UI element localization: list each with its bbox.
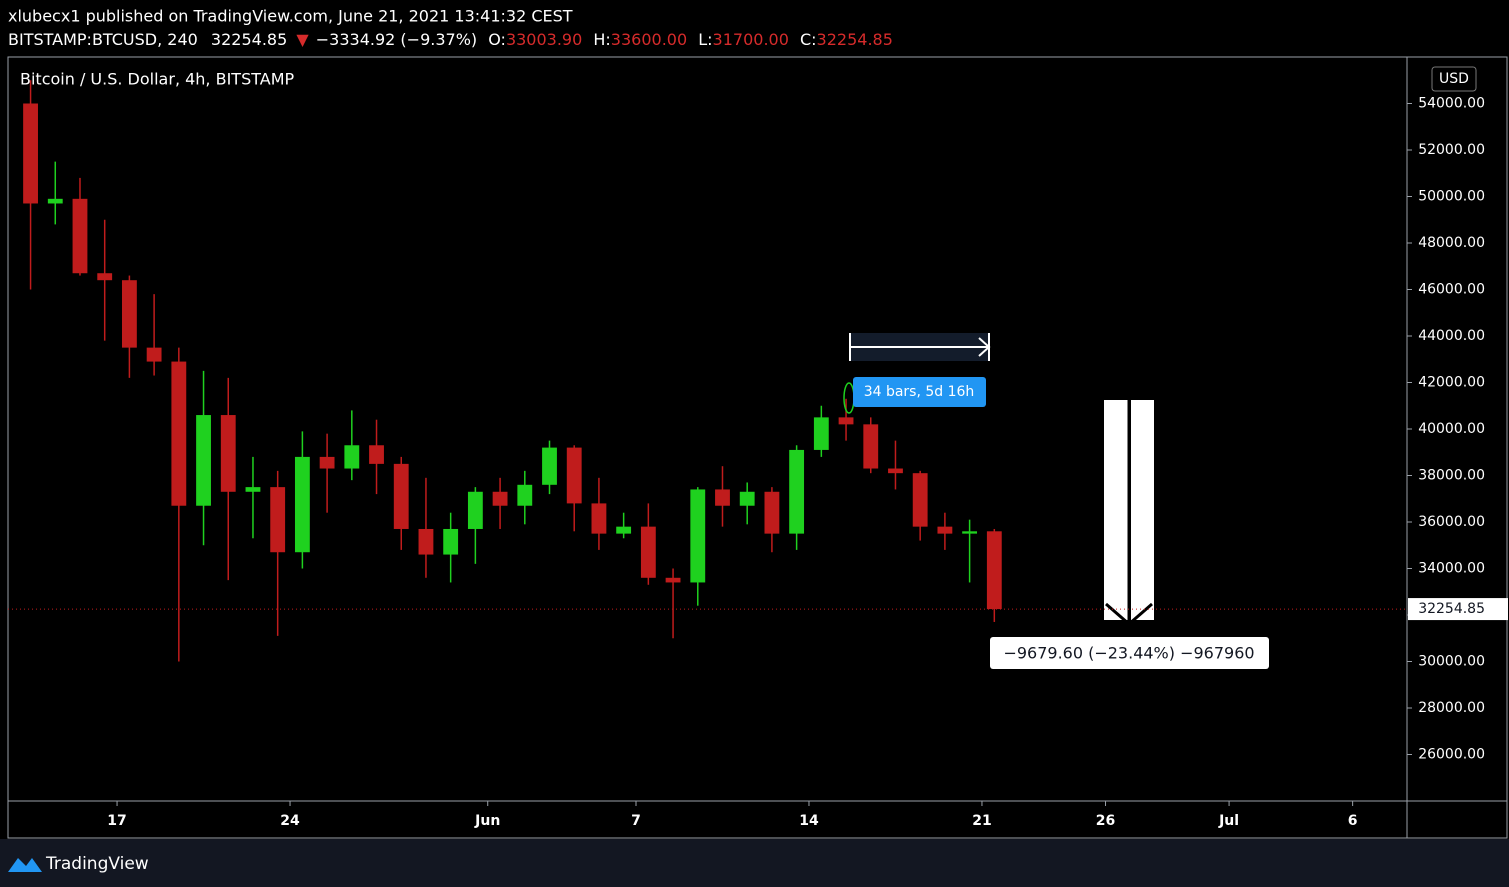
candle-body xyxy=(270,487,286,553)
ohlc-value: 31700.00 xyxy=(713,30,789,49)
candle-body xyxy=(369,445,384,464)
candle-body xyxy=(813,417,829,450)
y-tick-label: 26000.00 xyxy=(1418,747,1485,763)
ohlc-value: 32254.85 xyxy=(817,30,893,49)
candle-body xyxy=(888,468,903,474)
y-tick-label: 52000.00 xyxy=(1418,142,1485,158)
ohlc-label: H: xyxy=(593,30,610,49)
range-arrow-bar xyxy=(1104,400,1128,620)
y-tick-label: 28000.00 xyxy=(1418,700,1485,716)
ohlc-label: L: xyxy=(698,30,712,49)
range-label: −9679.60 (−23.44%) −967960 xyxy=(1003,644,1254,663)
down-triangle: ▼ xyxy=(296,30,309,49)
frame xyxy=(7,56,1508,839)
bars-label-box xyxy=(853,377,986,407)
range-arrow-bar xyxy=(1131,400,1154,620)
currency-button[interactable] xyxy=(1431,66,1477,92)
change: −3334.92 (−9.37%) xyxy=(316,30,477,49)
candle-body xyxy=(665,577,681,583)
bars-label: 34 bars, 5d 16h xyxy=(864,384,975,400)
last-price-label: 32254.85 xyxy=(1418,601,1485,617)
x-tick-label: 17 xyxy=(107,813,126,829)
y-tick-label: 36000.00 xyxy=(1418,514,1485,530)
y-tick-label: 42000.00 xyxy=(1418,375,1485,391)
candle-body xyxy=(146,347,162,362)
y-tick-label: 30000.00 xyxy=(1418,654,1485,670)
brand: TradingView xyxy=(45,854,149,874)
y-tick-label: 38000.00 xyxy=(1418,468,1485,484)
y-tick-label: 40000.00 xyxy=(1418,421,1485,437)
candle-body xyxy=(690,489,706,583)
candle-body xyxy=(467,491,483,529)
candle-body xyxy=(937,526,953,534)
x-tick-label: 21 xyxy=(972,813,991,829)
y-tick-label: 50000.00 xyxy=(1418,189,1485,205)
candle-body xyxy=(121,280,137,348)
x-tick-label: 6 xyxy=(1348,813,1358,829)
y-tick-label: 44000.00 xyxy=(1418,328,1485,344)
plot xyxy=(23,80,1002,662)
candle-body xyxy=(591,503,607,534)
candle-body xyxy=(72,198,88,274)
candle-body xyxy=(912,473,928,527)
date-range-arrowhead xyxy=(978,337,991,357)
candle-body xyxy=(220,415,236,492)
x-tick-label: 24 xyxy=(280,813,300,829)
candle-body xyxy=(319,456,335,469)
candle-body xyxy=(492,491,508,506)
range-label-box xyxy=(990,637,1269,669)
candle-body xyxy=(344,445,360,469)
symbol-line: BITSTAMP:BTCUSD, 240 32254.85 ▼ −3334.92… xyxy=(8,30,893,49)
candle-body xyxy=(294,456,310,553)
x-tick-label: Jun xyxy=(474,813,500,829)
x-tick-label: 7 xyxy=(631,813,641,829)
candle-body xyxy=(764,491,780,534)
chart-title: Bitcoin / U.S. Dollar, 4h, BITSTAMP xyxy=(20,70,295,89)
candle-body xyxy=(715,489,730,506)
ohlc-value: 33600.00 xyxy=(611,30,687,49)
candle-body xyxy=(838,417,854,425)
last: 32254.85 xyxy=(211,30,287,49)
candle-body xyxy=(863,424,879,469)
candle-body xyxy=(443,528,459,555)
x-tick-label: Jul xyxy=(1218,813,1239,829)
y-tick-label: 46000.00 xyxy=(1418,282,1485,298)
y-tick-label: 48000.00 xyxy=(1418,235,1485,251)
footer xyxy=(0,839,1509,887)
candle-body xyxy=(245,487,261,492)
candle-body xyxy=(47,198,63,204)
candle-body xyxy=(962,531,978,534)
candle-body xyxy=(196,415,211,506)
candle-body xyxy=(789,449,805,534)
candle-body xyxy=(640,526,656,578)
ohlc-label: C: xyxy=(800,30,817,49)
range-arrow-head xyxy=(1105,602,1153,626)
candle-body xyxy=(393,463,409,529)
last-price-tag xyxy=(1408,598,1508,621)
symbol: BITSTAMP:BTCUSD, 240 xyxy=(8,30,198,49)
byline: xlubecx1 published on TradingView.com, J… xyxy=(8,7,573,26)
candle-body xyxy=(418,528,434,555)
y-tick-label: 34000.00 xyxy=(1418,561,1485,577)
candle-body xyxy=(542,447,557,485)
candle-body xyxy=(171,361,187,506)
candle-body xyxy=(566,447,582,504)
logo-icon xyxy=(8,858,42,872)
x-tick-label: 14 xyxy=(799,813,819,829)
candle-body xyxy=(23,103,38,204)
candle-body xyxy=(97,273,113,281)
candle-body xyxy=(517,484,533,506)
currency: USD xyxy=(1439,71,1469,87)
candle-body xyxy=(986,531,1002,610)
ohlc-label: O: xyxy=(488,30,506,49)
y-tick-label: 54000.00 xyxy=(1418,96,1485,112)
x-tick-label: 26 xyxy=(1096,813,1115,829)
ohlc-value: 33003.90 xyxy=(506,30,582,49)
candle-body xyxy=(616,526,632,534)
candle-body xyxy=(739,491,755,506)
